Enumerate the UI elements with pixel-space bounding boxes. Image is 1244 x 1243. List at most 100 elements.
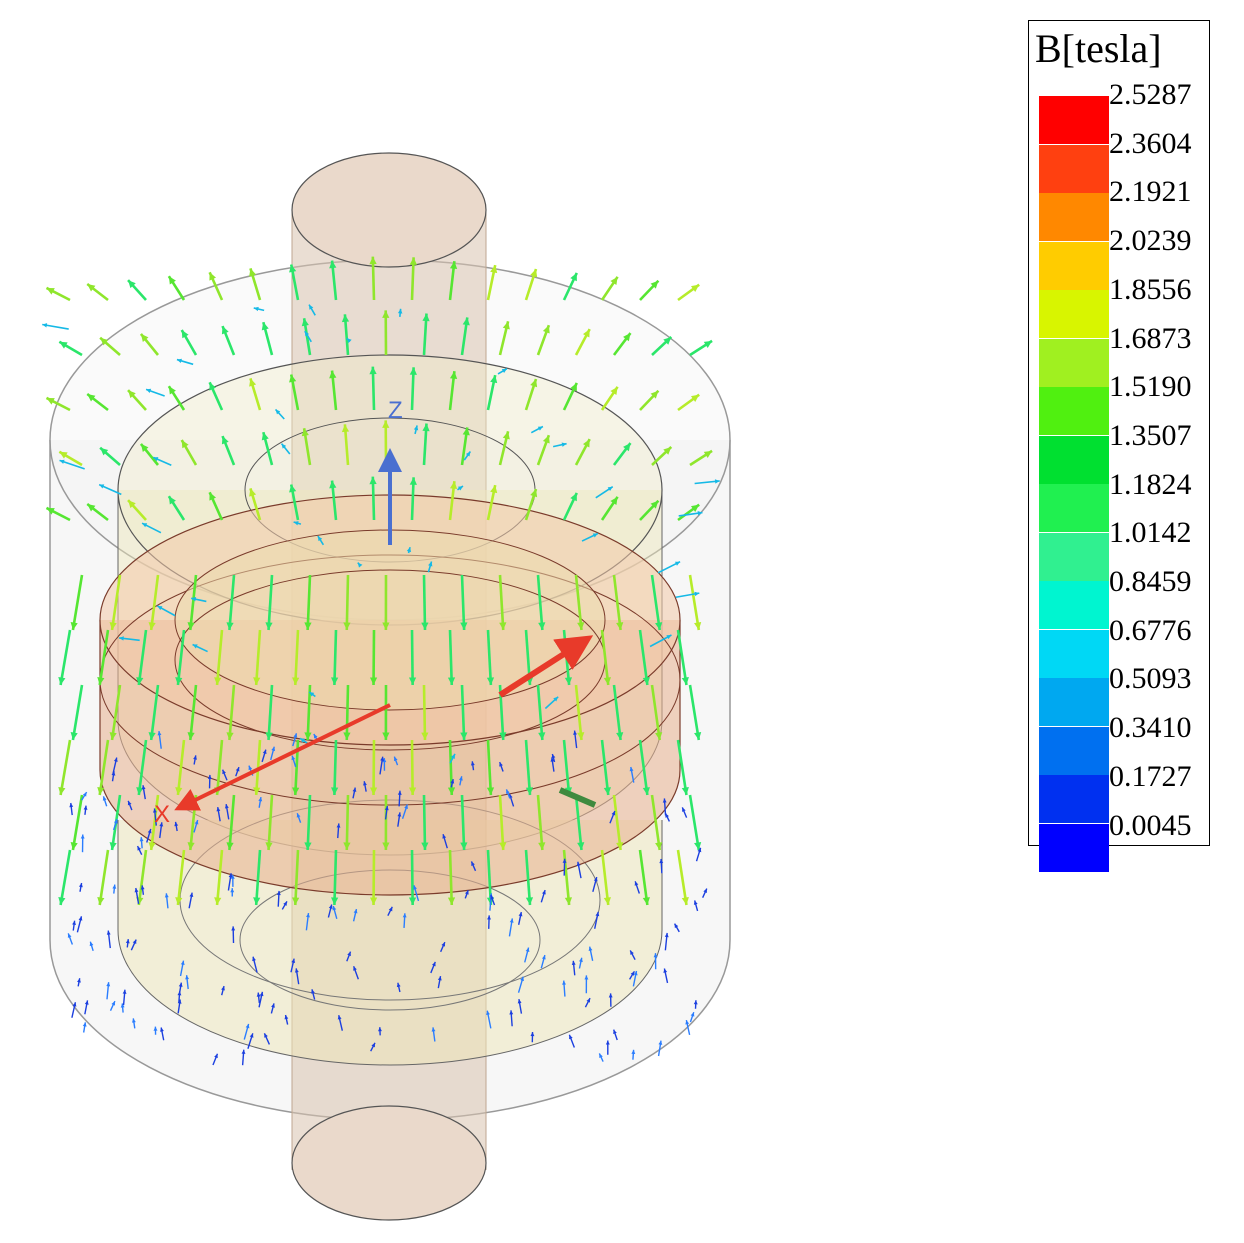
field-vector xyxy=(345,574,350,631)
field-vector xyxy=(228,684,236,741)
field-vector-head xyxy=(352,787,357,792)
field-vector-head xyxy=(221,986,225,991)
field-vector-head xyxy=(119,636,124,641)
field-vector-head xyxy=(132,939,137,945)
field-vector-head xyxy=(553,696,559,702)
field-vector-head xyxy=(608,993,613,998)
field-vector xyxy=(650,794,661,851)
field-vector xyxy=(650,574,661,631)
field-vector-head xyxy=(538,842,546,850)
field-vector-head xyxy=(281,443,287,449)
field-vector-head xyxy=(690,504,700,512)
field-vector-head xyxy=(42,323,48,328)
field-vector-head xyxy=(530,489,538,498)
field-vector-head xyxy=(168,386,176,395)
field-vector-head xyxy=(607,486,613,492)
field-vector-head xyxy=(346,338,352,344)
legend-tick-label: 2.5287 xyxy=(1109,78,1192,111)
field-vector-head xyxy=(449,261,458,270)
field-vector-head xyxy=(616,732,624,740)
field-vector-head xyxy=(109,622,117,630)
field-vector xyxy=(410,629,414,686)
field-vector-head xyxy=(304,842,312,850)
field-vector-head xyxy=(235,767,240,772)
field-vector-head xyxy=(441,942,446,947)
field-vector-head xyxy=(296,813,301,818)
field-vector-head xyxy=(409,257,417,265)
field-vector-head xyxy=(189,892,194,897)
field-vector-head xyxy=(642,787,650,795)
field-vector-head xyxy=(82,1022,87,1027)
field-vector xyxy=(333,849,338,906)
field-vector-head xyxy=(331,677,339,685)
field-vector-head xyxy=(271,1003,275,1008)
field-vector xyxy=(486,629,493,686)
field-vector-head xyxy=(501,368,507,374)
legend-tick-label: 1.6873 xyxy=(1109,321,1192,355)
field-vector-head xyxy=(397,308,403,314)
field-vector-head xyxy=(393,756,398,762)
field-vector-head xyxy=(191,597,197,602)
field-vector xyxy=(228,794,236,851)
field-vector-head xyxy=(264,1033,268,1038)
field-vector-head xyxy=(562,980,566,985)
field-vector-head xyxy=(582,439,590,448)
field-vector xyxy=(688,794,701,851)
field-vector xyxy=(71,684,84,741)
field-vector-head xyxy=(341,314,350,323)
field-vector-head xyxy=(221,326,229,335)
field-vector xyxy=(137,739,148,796)
field-vector-head xyxy=(714,479,720,484)
field-vector xyxy=(422,684,427,741)
field-vector-head xyxy=(437,976,442,981)
field-vector-head xyxy=(650,280,659,289)
radial-vector-arrow xyxy=(498,635,594,698)
field-vector xyxy=(345,794,350,851)
field-vector-head xyxy=(616,842,624,850)
field-vector-head xyxy=(226,622,234,630)
field-vector-head xyxy=(304,732,312,740)
field-vector-head xyxy=(109,842,117,850)
field-vector-head xyxy=(490,375,498,384)
field-vector xyxy=(98,739,110,796)
field-vector-head xyxy=(357,562,363,568)
field-vector-head xyxy=(502,321,510,330)
field-vector-head xyxy=(276,890,281,896)
legend-swatch xyxy=(1039,338,1109,387)
y-axis-arrow xyxy=(558,787,597,808)
field-vector-head xyxy=(525,947,530,952)
field-vector-head xyxy=(69,802,74,808)
field-vector-head xyxy=(329,260,337,269)
field-vector-head xyxy=(421,842,429,850)
field-vector-head xyxy=(509,918,514,923)
z-axis-label: Z xyxy=(388,397,403,424)
field-vector xyxy=(333,739,338,796)
field-vector-head xyxy=(470,761,475,766)
field-vector-head xyxy=(187,622,195,630)
field-vector-head xyxy=(664,932,669,938)
field-vector-head xyxy=(382,758,387,763)
field-vector-head xyxy=(309,304,314,310)
field-vector-head xyxy=(292,677,300,685)
field-vector-head xyxy=(530,379,538,388)
field-vector-head xyxy=(249,378,257,387)
field-vector-head xyxy=(499,762,503,767)
field-vector-head xyxy=(174,821,179,827)
field-vector-head xyxy=(460,842,468,850)
field-vector xyxy=(688,684,701,741)
field-vector-head xyxy=(703,450,713,458)
field-vector-head xyxy=(538,622,546,630)
legend-tick-label: 2.3604 xyxy=(1109,126,1192,160)
field-vector-head xyxy=(525,897,534,905)
field-vector xyxy=(59,849,72,906)
field-vector-head xyxy=(176,358,182,364)
field-vector-head xyxy=(214,1053,218,1059)
field-vector xyxy=(638,849,649,906)
field-vector-head xyxy=(674,561,681,566)
field-vector-head xyxy=(431,961,436,967)
field-vector-head xyxy=(289,264,297,273)
field-vector xyxy=(536,574,544,631)
field-vector-head xyxy=(703,888,707,894)
field-vector-head xyxy=(141,785,146,790)
field-vector-head xyxy=(214,677,222,685)
